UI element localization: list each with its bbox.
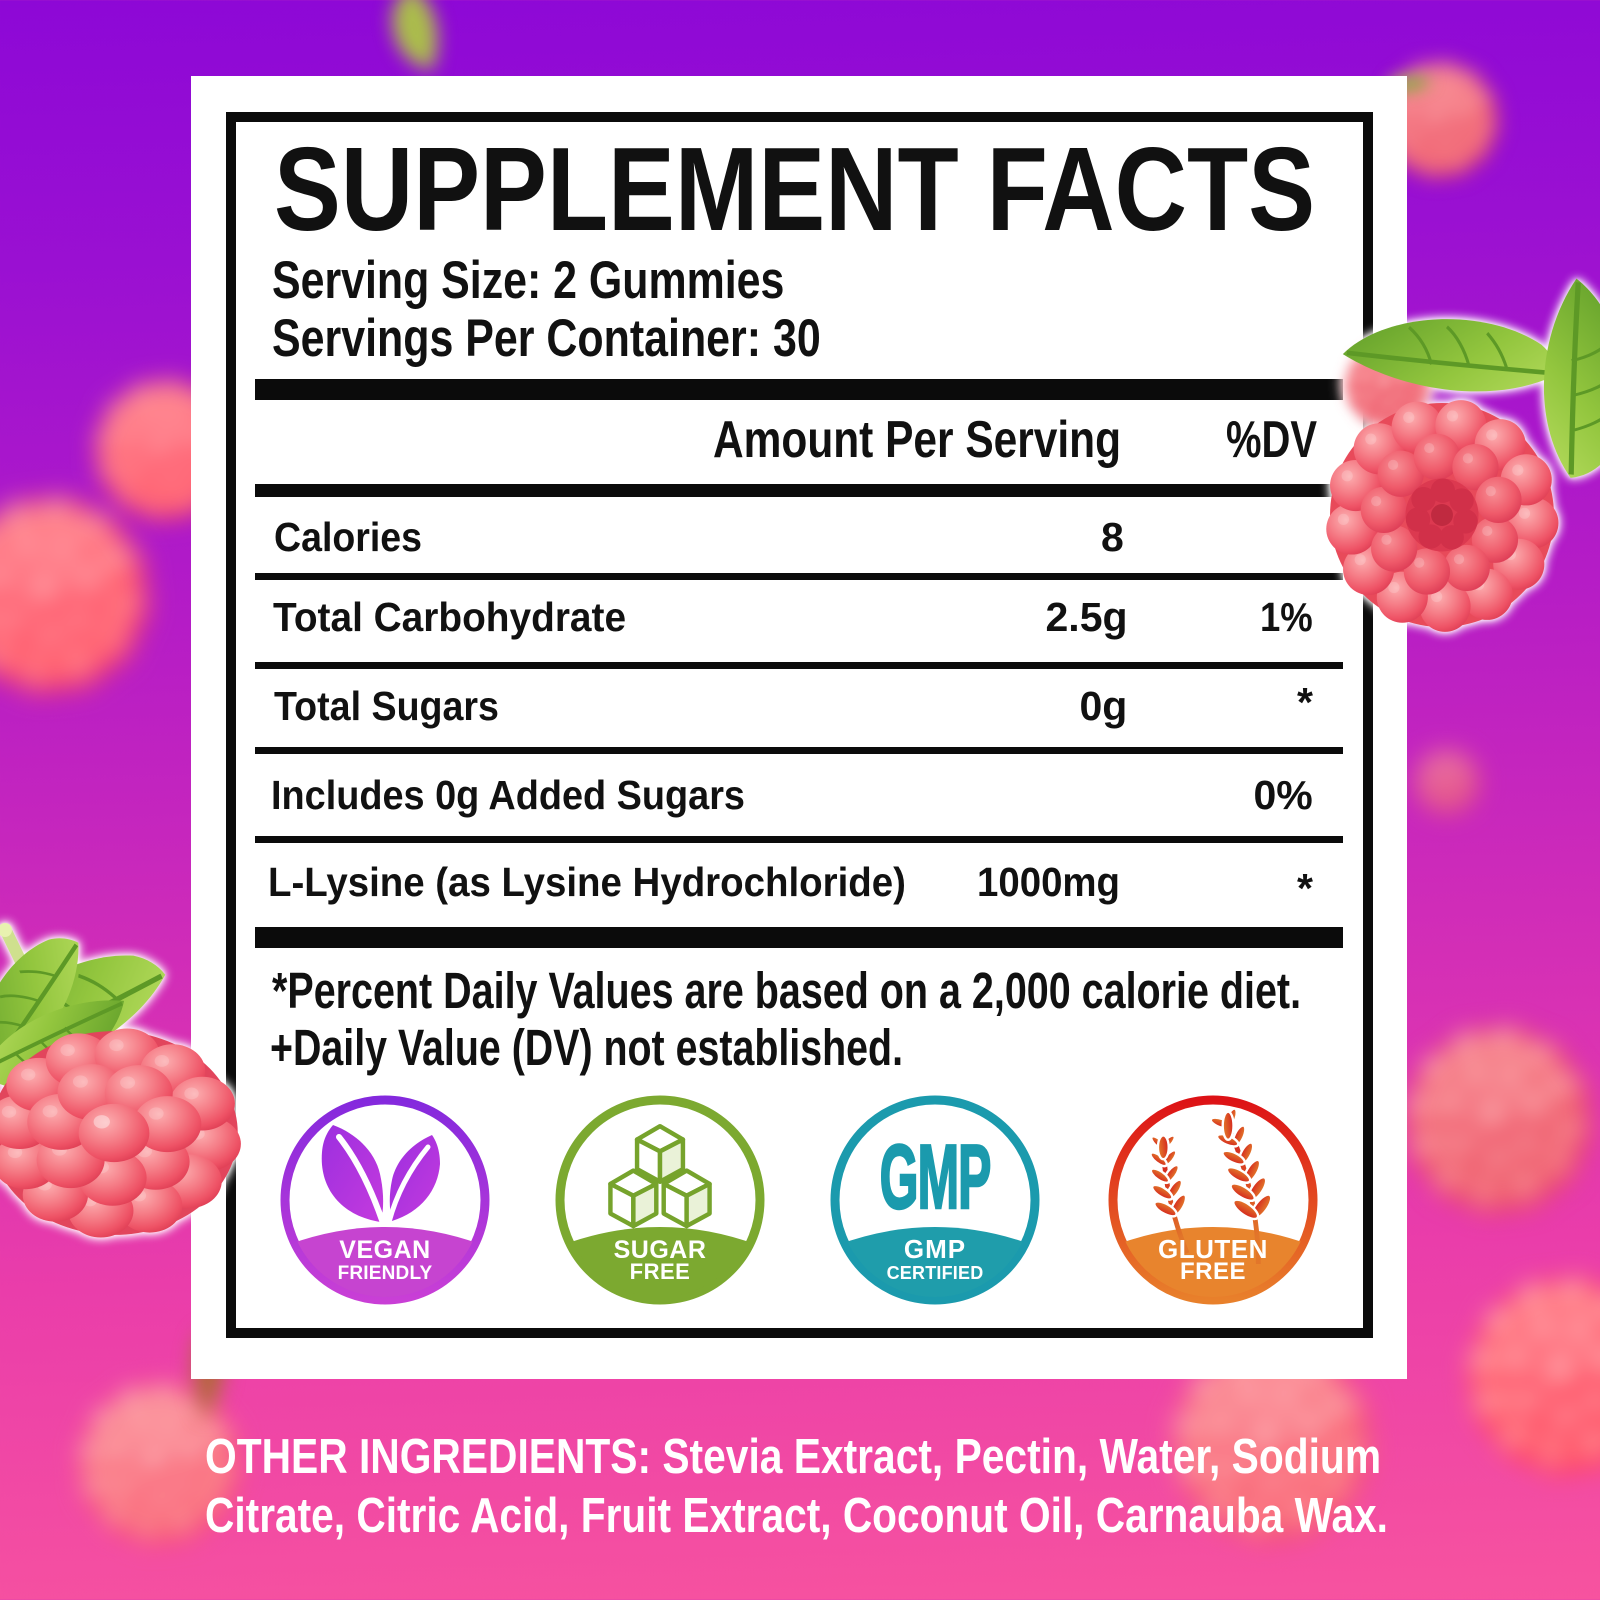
svg-text:FRIENDLY: FRIENDLY [338, 1263, 433, 1284]
svg-text:GMP: GMP [904, 1234, 966, 1264]
svg-text:VEGAN: VEGAN [339, 1236, 430, 1264]
svg-text:GLUTEN: GLUTEN [1158, 1234, 1268, 1264]
svg-text:FREE: FREE [1180, 1258, 1246, 1285]
svg-text:GMP: GMP [880, 1126, 991, 1228]
svg-text:SUGAR: SUGAR [614, 1236, 707, 1264]
svg-text:CERTIFIED: CERTIFIED [887, 1263, 984, 1283]
svg-text:FREE: FREE [630, 1259, 691, 1284]
